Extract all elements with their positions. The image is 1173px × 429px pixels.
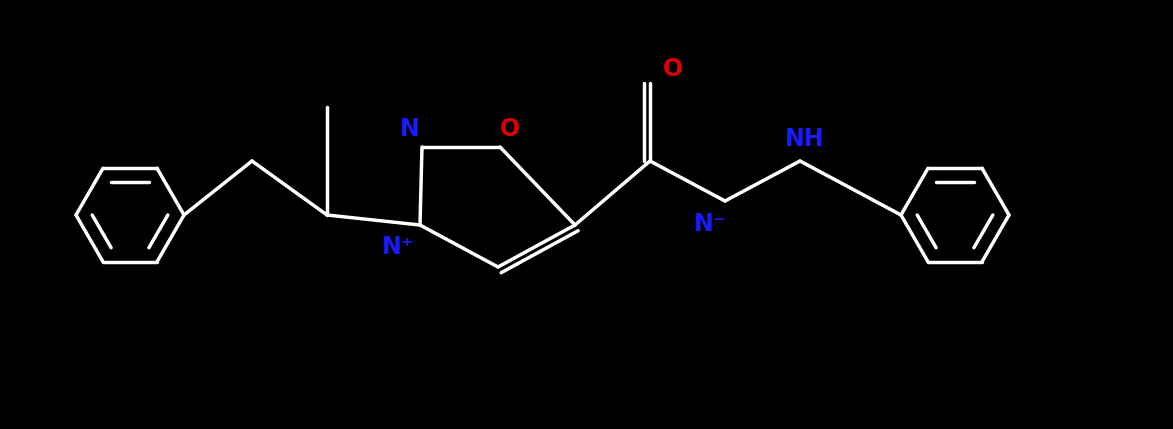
Text: N⁺: N⁺ <box>382 235 414 259</box>
Text: NH: NH <box>785 127 825 151</box>
Text: N: N <box>400 117 420 141</box>
Text: N⁻: N⁻ <box>694 212 726 236</box>
Text: O: O <box>663 57 683 81</box>
Text: O: O <box>500 117 520 141</box>
